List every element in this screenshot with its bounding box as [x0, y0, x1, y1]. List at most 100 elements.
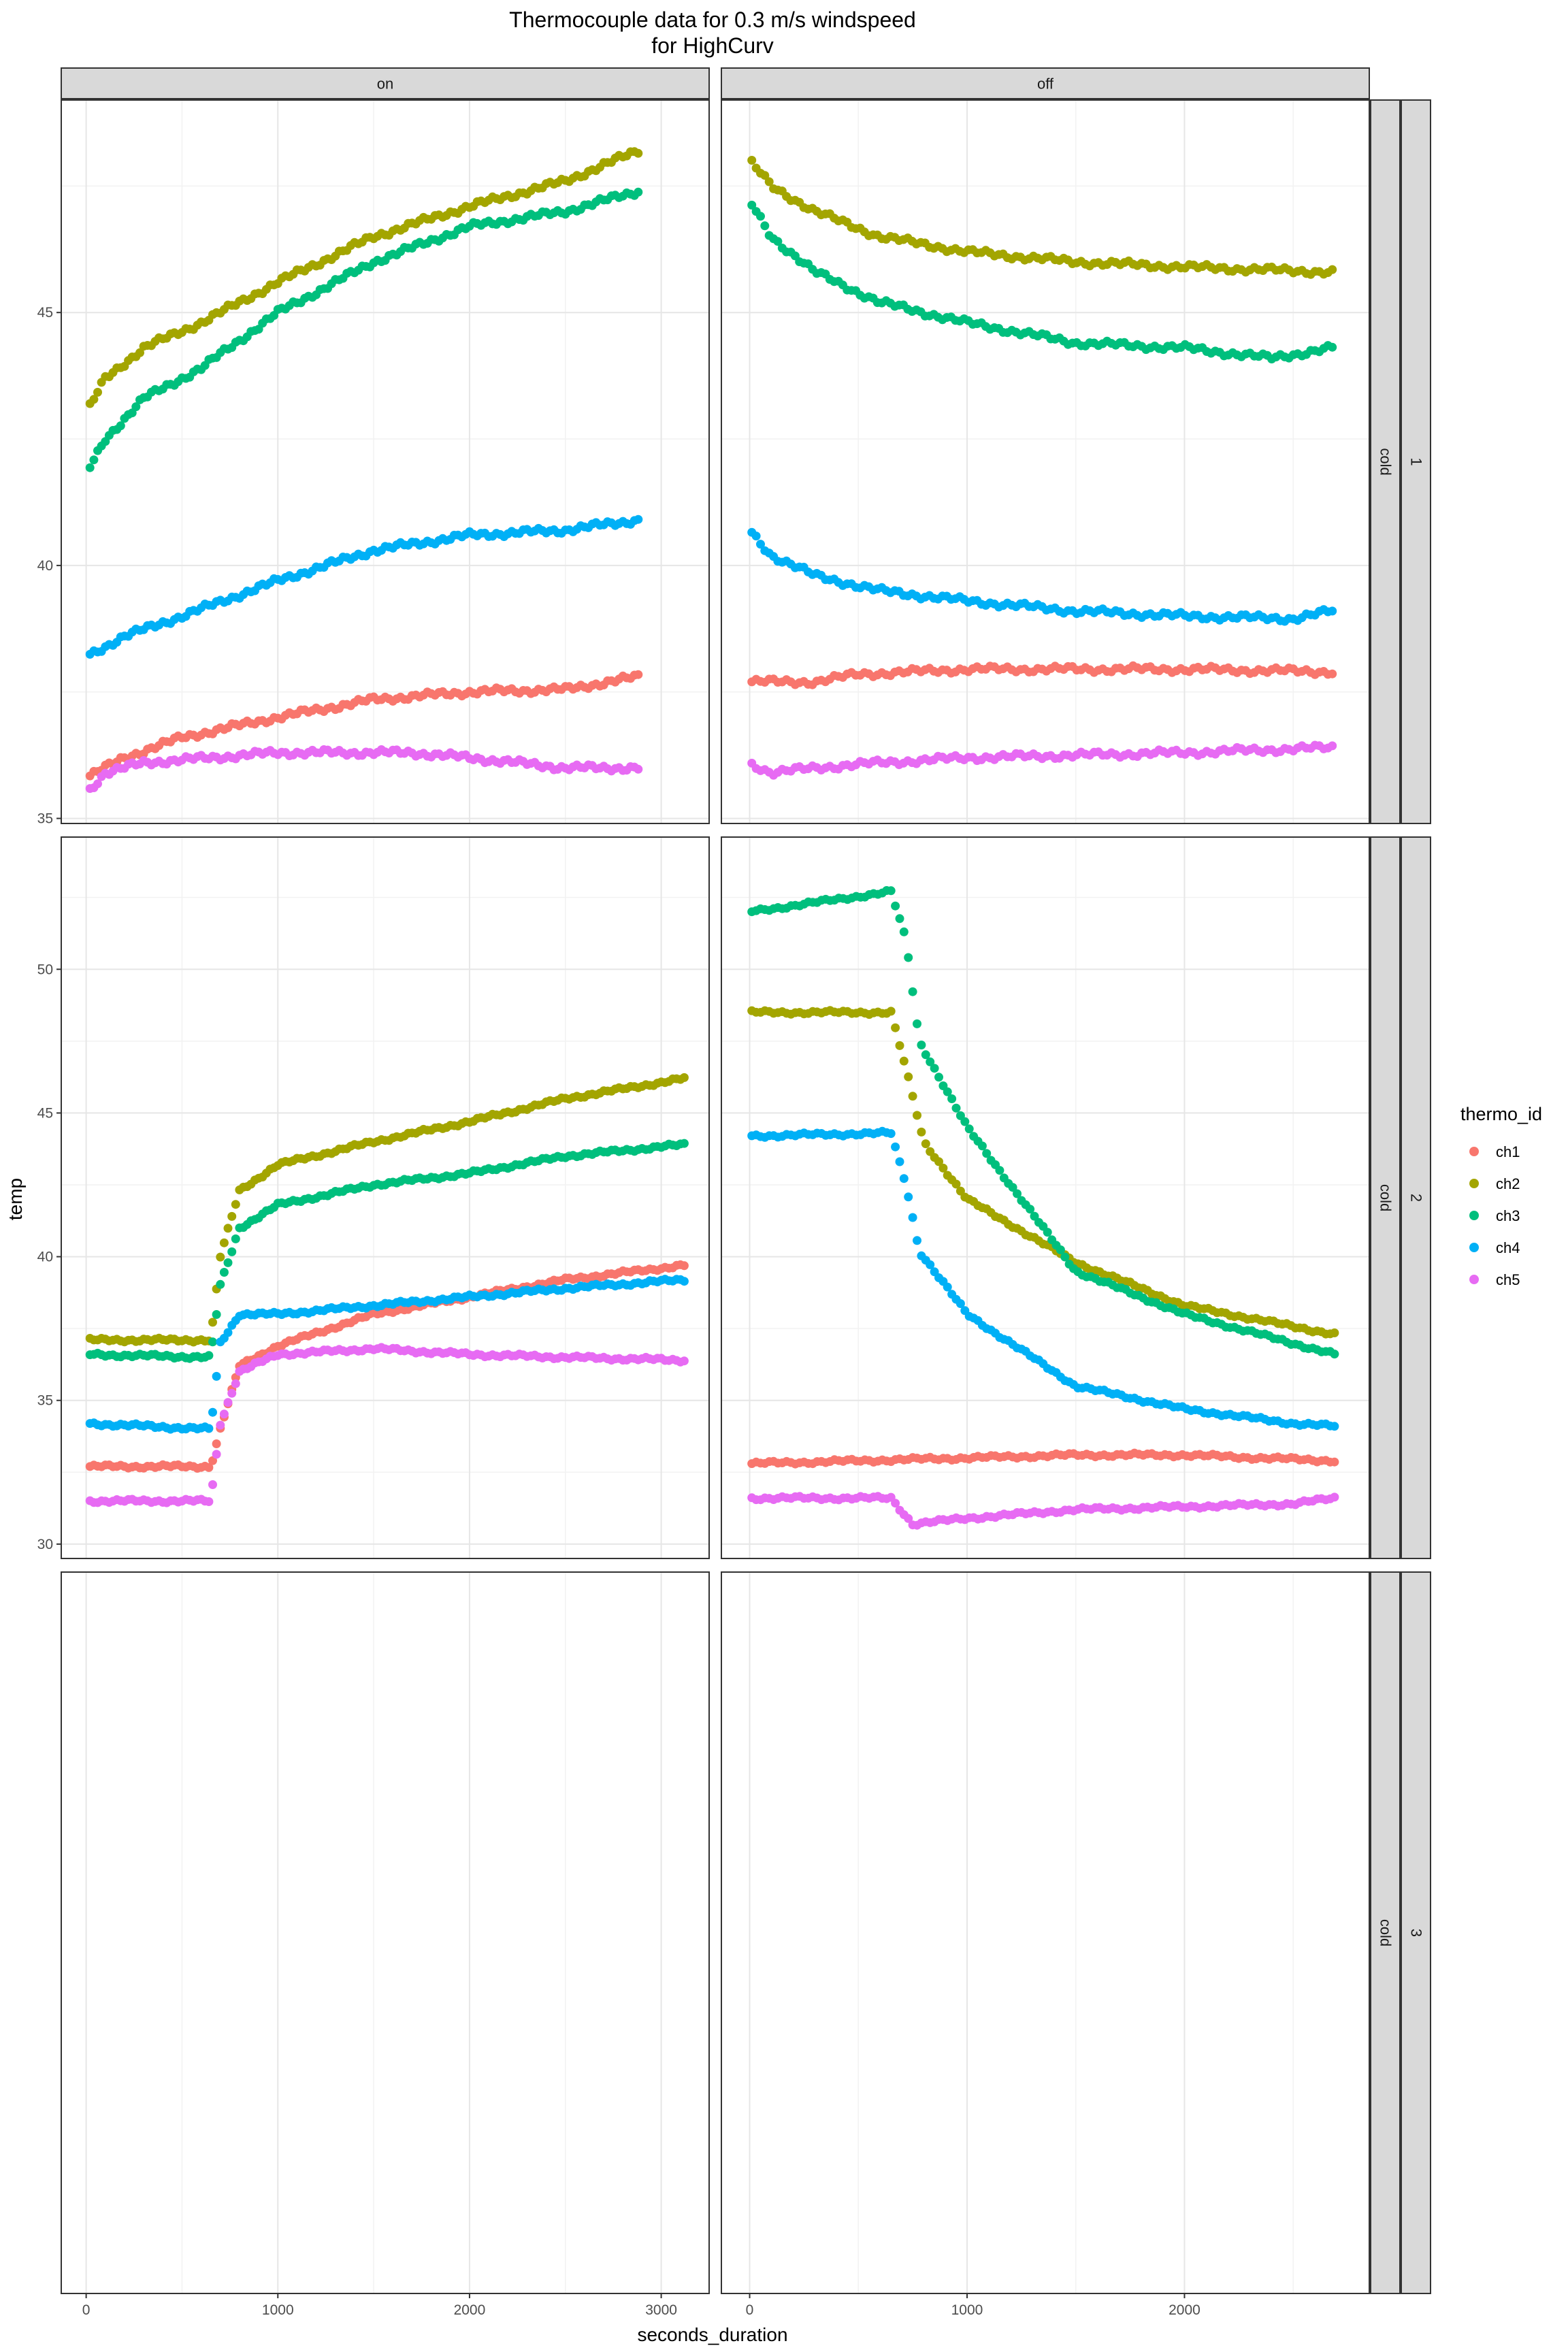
x-tick-label-on: 2000 [454, 2302, 486, 2318]
data-point-ch3-off-2 [982, 1149, 992, 1158]
data-point-ch3-off-2 [1043, 1228, 1052, 1237]
data-point-ch5-on-2 [216, 1420, 225, 1430]
legend: thermo_id ch1 ch2 ch3 ch4 ch5 [1460, 1104, 1542, 1288]
data-point-ch3-off-2 [960, 1117, 970, 1126]
data-point-ch3-off-2 [943, 1087, 952, 1096]
data-point-ch3-off-2 [951, 1103, 961, 1113]
data-point-ch1-on-2 [204, 1463, 214, 1472]
data-point-ch2-off-1 [747, 156, 757, 165]
data-point-ch4-off-2 [886, 1129, 896, 1139]
legend-key-ch2 [1469, 1179, 1479, 1188]
legend-key-ch4 [1469, 1243, 1479, 1252]
data-point-ch4-on-2 [223, 1328, 233, 1337]
data-point-ch3-off-2 [891, 901, 900, 911]
data-point-ch2-off-1 [764, 177, 774, 186]
y-tick-label-row1: 45 [37, 305, 53, 321]
data-point-ch3-off-2 [886, 886, 896, 896]
data-point-ch3-off-1 [747, 200, 757, 210]
legend-label-ch5: ch5 [1496, 1271, 1520, 1288]
data-point-ch5-on-1 [634, 764, 643, 774]
data-point-ch4-off-2 [913, 1236, 921, 1245]
data-point-ch3-off-2 [1030, 1211, 1039, 1221]
x-tick-label-off: 2000 [1169, 2302, 1200, 2318]
data-point-ch4-off-1 [756, 540, 765, 549]
data-point-ch3-on-1 [116, 421, 125, 431]
x-axis-title: seconds_duration [637, 2324, 787, 2345]
chart-title-line2: for HighCurv [651, 33, 774, 58]
data-point-ch2-off-2 [891, 1023, 900, 1032]
data-point-ch3-off-2 [1056, 1245, 1065, 1254]
data-point-ch2-on-2 [219, 1238, 229, 1247]
data-point-ch1-off-2 [1330, 1457, 1339, 1467]
data-point-ch4-off-2 [943, 1282, 952, 1292]
data-point-ch1-on-2 [679, 1261, 689, 1271]
data-point-ch3-off-2 [908, 987, 917, 996]
data-point-ch5-on-2 [231, 1379, 240, 1388]
data-point-ch3-on-2 [204, 1351, 214, 1360]
y-tick-label-row1: 40 [37, 558, 53, 574]
data-point-ch1-on-1 [634, 670, 643, 679]
panels-layer: on off cold 1 cold 2 cold 3 35 40 45 30 35 40 45 50 0 100… [37, 67, 1431, 2318]
y-tick-label-row2: 30 [37, 1537, 53, 1552]
data-point-ch3-off-1 [773, 237, 783, 246]
data-point-ch3-off-2 [899, 927, 909, 936]
data-point-ch2-on-1 [93, 387, 102, 397]
row-strip-label-outer-3: 3 [1408, 1929, 1425, 1937]
data-point-ch3-off-2 [977, 1141, 987, 1151]
data-point-ch2-off-1 [1328, 265, 1337, 274]
data-point-ch2-on-1 [135, 348, 144, 357]
data-point-ch3-off-2 [1330, 1350, 1339, 1359]
row-strip-inner-1 [1370, 99, 1401, 824]
data-point-ch3-off-2 [895, 914, 904, 924]
data-point-ch3-on-2 [227, 1247, 237, 1256]
data-point-ch2-off-2 [913, 1111, 921, 1120]
data-point-ch3-off-2 [1026, 1205, 1035, 1214]
data-point-ch5-on-2 [227, 1388, 237, 1398]
data-point-ch3-off-2 [917, 1041, 926, 1049]
facet-strip-label-off: off [1037, 76, 1054, 93]
data-point-ch2-on-1 [89, 395, 99, 404]
data-point-ch3-off-2 [947, 1094, 957, 1103]
data-point-ch4-off-2 [899, 1174, 909, 1183]
y-tick-label-row2: 50 [37, 962, 53, 977]
data-point-ch5-off-2 [904, 1514, 913, 1523]
panel-border-on-3 [61, 1571, 710, 2294]
data-point-ch5-on-2 [219, 1409, 229, 1419]
x-tick-label-on: 0 [82, 2302, 91, 2318]
data-point-ch2-on-2 [216, 1252, 225, 1262]
panel-border-on-1 [61, 99, 710, 824]
data-point-ch2-on-2 [227, 1211, 237, 1221]
row-strip-inner-3 [1370, 1571, 1401, 2294]
data-point-ch4-off-1 [751, 532, 761, 541]
data-point-ch2-off-2 [886, 1007, 896, 1016]
data-point-ch2-on-2 [231, 1200, 240, 1209]
legend-label-ch2: ch2 [1496, 1175, 1520, 1192]
data-point-ch5-on-2 [223, 1398, 233, 1407]
data-point-ch4-off-2 [1330, 1422, 1339, 1431]
data-point-ch3-on-2 [208, 1337, 217, 1347]
facet-strip-label-on: on [377, 76, 393, 93]
row-strip-label-inner-3: cold [1377, 1919, 1394, 1946]
data-point-ch5-off-2 [891, 1499, 900, 1508]
legend-key-ch5 [1469, 1275, 1479, 1284]
legend-label-ch1: ch1 [1496, 1143, 1520, 1160]
data-point-ch2-off-2 [951, 1179, 961, 1189]
data-point-ch3-on-2 [212, 1310, 221, 1319]
data-point-ch2-off-2 [1330, 1328, 1339, 1337]
data-point-ch5-on-2 [212, 1450, 221, 1459]
data-point-ch4-off-2 [904, 1192, 913, 1202]
data-point-ch3-off-2 [995, 1166, 1004, 1175]
legend-label-ch4: ch4 [1496, 1239, 1520, 1256]
data-point-ch1-on-2 [208, 1456, 217, 1465]
row-strip-label-outer-1: 1 [1408, 457, 1425, 466]
y-tick-label-row2: 45 [37, 1105, 53, 1121]
data-point-ch4-on-2 [208, 1407, 217, 1417]
data-point-ch1-on-2 [212, 1439, 221, 1448]
legend-label-ch3: ch3 [1496, 1207, 1520, 1224]
data-point-ch2-on-1 [634, 148, 643, 158]
row-strip-outer-2 [1401, 836, 1431, 1559]
data-point-ch2-off-2 [921, 1139, 930, 1149]
data-point-ch3-on-2 [223, 1258, 233, 1267]
y-tick-label-row2: 35 [37, 1393, 53, 1409]
